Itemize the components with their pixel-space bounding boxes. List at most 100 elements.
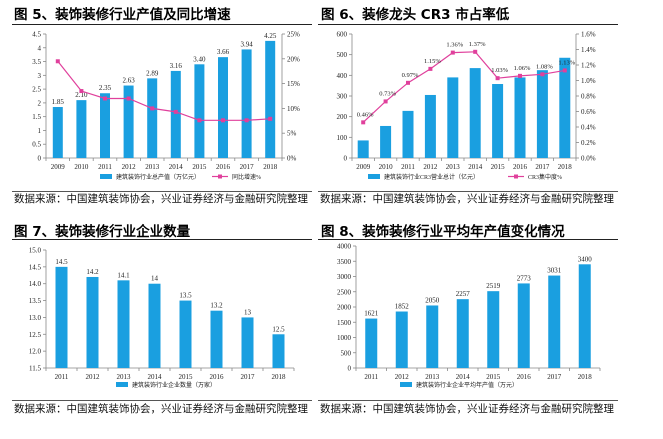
fig7-bar-label: 14 xyxy=(151,275,159,283)
fig7-y-left-tick-label: 15.0 xyxy=(29,247,42,255)
fig7-bar xyxy=(55,266,68,368)
fig5-bar xyxy=(170,70,181,158)
fig6-bar xyxy=(402,110,414,158)
fig5-bar-label: 3.40 xyxy=(193,55,206,63)
fig6-line-point xyxy=(518,73,522,78)
fig7-x-tick-label: 2016 xyxy=(210,373,225,381)
fig7-bar xyxy=(148,283,161,368)
fig5-y-right-tick-label: 0% xyxy=(287,155,297,163)
fig6-title: 图 6、装修龙头 CR3 市占率低 xyxy=(321,7,510,23)
fig6-bar xyxy=(514,77,526,158)
fig5-line-point xyxy=(79,89,84,94)
fig6-line-label: 1.13% xyxy=(558,59,575,66)
fig6-y-left-tick-label: 200 xyxy=(337,113,348,121)
fig6-bottom-rule xyxy=(318,191,618,192)
fig7-bar xyxy=(241,317,254,368)
fig5-line-point xyxy=(150,106,155,111)
fig6-line-point xyxy=(383,99,388,104)
fig7-x-tick-label: 2017 xyxy=(241,373,256,381)
fig5-x-tick-label: 2015 xyxy=(192,163,207,171)
fig6-x-tick-label: 2014 xyxy=(468,163,483,171)
fig6-bar xyxy=(424,94,436,158)
fig7-y-left-tick-label: 12.5 xyxy=(29,331,42,339)
fig6-line-point xyxy=(495,76,500,81)
fig5-line-point xyxy=(103,96,107,101)
fig7-x-tick-label: 2015 xyxy=(179,373,194,381)
fig8-y-left-tick-label: 3000 xyxy=(337,273,352,281)
fig8-bar xyxy=(578,264,591,368)
fig7-bar-label: 12.5 xyxy=(272,325,285,333)
fig5-bar-label: 2.63 xyxy=(122,77,135,85)
fig6-x-tick-label: 2018 xyxy=(558,163,573,171)
fig8-bar xyxy=(517,283,530,368)
fig8-chart: 0 500 1000 1500 2000 2500 3000 3500 4000 2011 2012… xyxy=(337,243,601,389)
fig5-title: 图 5、装饰装修行业产值及同比增速 xyxy=(14,7,231,23)
fig5-bar-label: 2.10 xyxy=(75,91,88,99)
fig6-line-label: 1.15% xyxy=(424,58,441,65)
fig5-y-left-tick-label: 3 xyxy=(38,72,42,80)
fig8-x-tick-label: 2012 xyxy=(395,373,410,381)
fig8-y-left-tick-label: 4000 xyxy=(337,243,352,251)
fig5-x-tick-label: 2009 xyxy=(51,163,66,171)
fig7-bar-label: 14.1 xyxy=(117,271,130,279)
fig6-line-point xyxy=(540,72,545,77)
fig5-bar-label: 2.89 xyxy=(146,69,159,77)
fig6-source: 数据来源：中国建筑装饰协会，兴业证券经济与金融研究院整理 xyxy=(320,193,614,205)
fig5-bar xyxy=(265,40,276,159)
fig8-title-rule xyxy=(318,239,618,240)
fig6-legend-line-label: CR3集中度% xyxy=(528,173,562,181)
fig6-legend-bar-swatch xyxy=(368,174,380,179)
fig8-bar xyxy=(548,275,561,368)
fig5-bar xyxy=(147,78,158,158)
fig5-x-tick-label: 2013 xyxy=(145,163,160,171)
fig6-line-point xyxy=(562,68,567,73)
fig5-bar xyxy=(76,100,87,158)
fig5-bar xyxy=(100,93,110,158)
fig6-legend-line-marker xyxy=(514,174,518,179)
fig6-x-tick-label: 2017 xyxy=(535,163,550,171)
fig6-y-right-tick-label: 0.8% xyxy=(581,93,596,101)
fig8-bar-label: 1621 xyxy=(364,310,379,318)
fig6-y-left-tick-label: 0 xyxy=(344,155,348,163)
fig7-bar xyxy=(179,300,192,368)
fig6-x-tick-label: 2012 xyxy=(423,163,438,171)
fig6-line-point xyxy=(361,120,366,125)
fig8-bar-label: 2050 xyxy=(425,296,440,304)
fig5-source: 数据来源：中国建筑装饰协会，兴业证券经济与金融研究院整理 xyxy=(14,193,308,205)
fig5-line-point xyxy=(221,118,225,123)
fig5-y-left-tick-label: 3.5 xyxy=(32,58,41,66)
fig6-y-right-tick-label: 1.4% xyxy=(581,46,596,54)
fig6-y-right-tick-label: 0.6% xyxy=(581,108,596,116)
fig7-bar xyxy=(86,276,99,368)
fig5-x-tick-label: 2017 xyxy=(240,163,255,171)
fig7-bar-label: 14.2 xyxy=(86,268,99,276)
fig5-y-right-tick-label: 5% xyxy=(287,130,297,138)
fig8-bar-label: 3400 xyxy=(578,255,593,263)
fig5-y-right-tick-label: 25% xyxy=(287,31,300,39)
fig8-bar-label: 2773 xyxy=(517,274,532,282)
fig8-legend-bar-label: 建筑装饰行业企业平均年产值（万元） xyxy=(416,381,518,389)
fig5-bar xyxy=(241,49,252,159)
fig6-y-right-tick-label: 1.6% xyxy=(581,31,596,39)
fig6-x-tick-label: 2010 xyxy=(379,163,394,171)
fig7-y-left-tick-label: 12.0 xyxy=(29,348,42,356)
fig8-y-left-tick-label: 2000 xyxy=(337,304,352,312)
fig7-x-tick-label: 2013 xyxy=(117,373,132,381)
fig5-legend-line-marker xyxy=(218,174,222,179)
fig6-line-label: 1.36% xyxy=(446,42,463,49)
fig6-x-tick-label: 2011 xyxy=(401,163,415,171)
fig7-legend-bar-label: 建筑装饰行业企业数量（万家） xyxy=(132,381,216,389)
fig6-y-right-tick-label: 1.2% xyxy=(581,62,596,70)
fig8-legend-bar-swatch xyxy=(400,382,412,387)
fig7-y-left-tick-label: 14.0 xyxy=(29,280,42,288)
fig5-line-point xyxy=(268,116,273,121)
fig5-bottom-rule xyxy=(12,191,312,192)
fig5-bar-label: 2.35 xyxy=(99,84,112,92)
fig8-bar-label: 3031 xyxy=(547,267,562,275)
fig8-x-tick-label: 2014 xyxy=(456,373,471,381)
fig5-bar xyxy=(123,85,134,158)
fig7-bottom-rule xyxy=(12,400,312,401)
fig8-bar-label: 2519 xyxy=(486,282,501,290)
fig6-legend-bar-label: 建筑装饰行业CR3营业总计（亿元） xyxy=(384,173,479,181)
fig6-y-left-tick-label: 600 xyxy=(337,31,348,39)
